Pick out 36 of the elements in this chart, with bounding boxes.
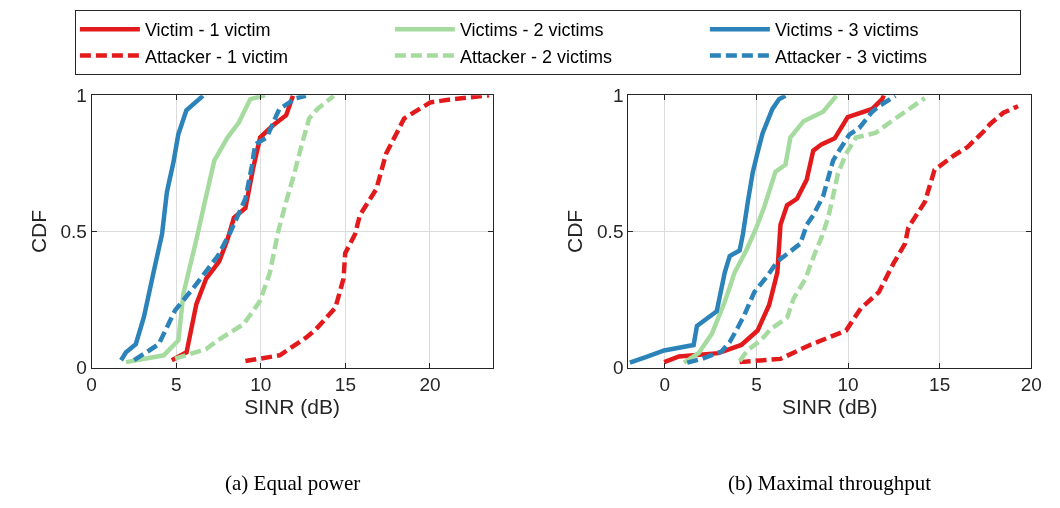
line-series bbox=[681, 95, 839, 365]
y-tick-label: 1 bbox=[76, 84, 87, 106]
x-tick-label: 5 bbox=[170, 374, 182, 396]
x-tick-label: 5 bbox=[751, 374, 762, 396]
legend-label: Attacker - 3 victims bbox=[774, 46, 927, 67]
legend-label: Attacker - 1 victim bbox=[144, 46, 288, 67]
legend-label: Victims - 2 victims bbox=[459, 20, 604, 41]
line-series bbox=[737, 103, 1021, 365]
y-axis-title: CDF bbox=[563, 209, 587, 254]
text: (b) Maximal throughput bbox=[728, 471, 932, 495]
line-series bbox=[123, 95, 268, 365]
x-tick-label: 0 bbox=[659, 374, 671, 396]
x-tick-label: 10 bbox=[250, 374, 272, 396]
x-tick-label: 10 bbox=[837, 374, 859, 396]
x-axis-title: SINR (dB) bbox=[244, 395, 340, 419]
y-tick-label: 1 bbox=[612, 84, 624, 106]
line-series bbox=[118, 95, 206, 363]
y-axis-title: CDF bbox=[26, 209, 50, 254]
x-tick-label: 15 bbox=[334, 374, 356, 396]
y-tick-label: 0.5 bbox=[60, 221, 87, 243]
legend-label: Victim - 1 victim bbox=[144, 20, 271, 41]
y-tick-label: 0 bbox=[76, 357, 87, 379]
x-tick-label: 20 bbox=[419, 374, 441, 396]
line-series bbox=[628, 95, 788, 365]
line-series bbox=[131, 95, 309, 363]
legend-label: Victims - 3 victims bbox=[774, 20, 919, 41]
x-tick-label: 20 bbox=[1020, 374, 1042, 396]
x-tick-label: 15 bbox=[929, 374, 951, 396]
y-tick-label: 0.5 bbox=[597, 221, 624, 243]
text: (a) Equal power bbox=[225, 471, 361, 495]
line-series bbox=[243, 95, 492, 364]
line-series bbox=[172, 95, 336, 361]
legend-label: Attacker - 2 victims bbox=[459, 46, 612, 67]
y-tick-label: 0 bbox=[612, 357, 624, 379]
line-series bbox=[737, 95, 928, 364]
x-axis-title: SINR (dB) bbox=[781, 395, 878, 419]
